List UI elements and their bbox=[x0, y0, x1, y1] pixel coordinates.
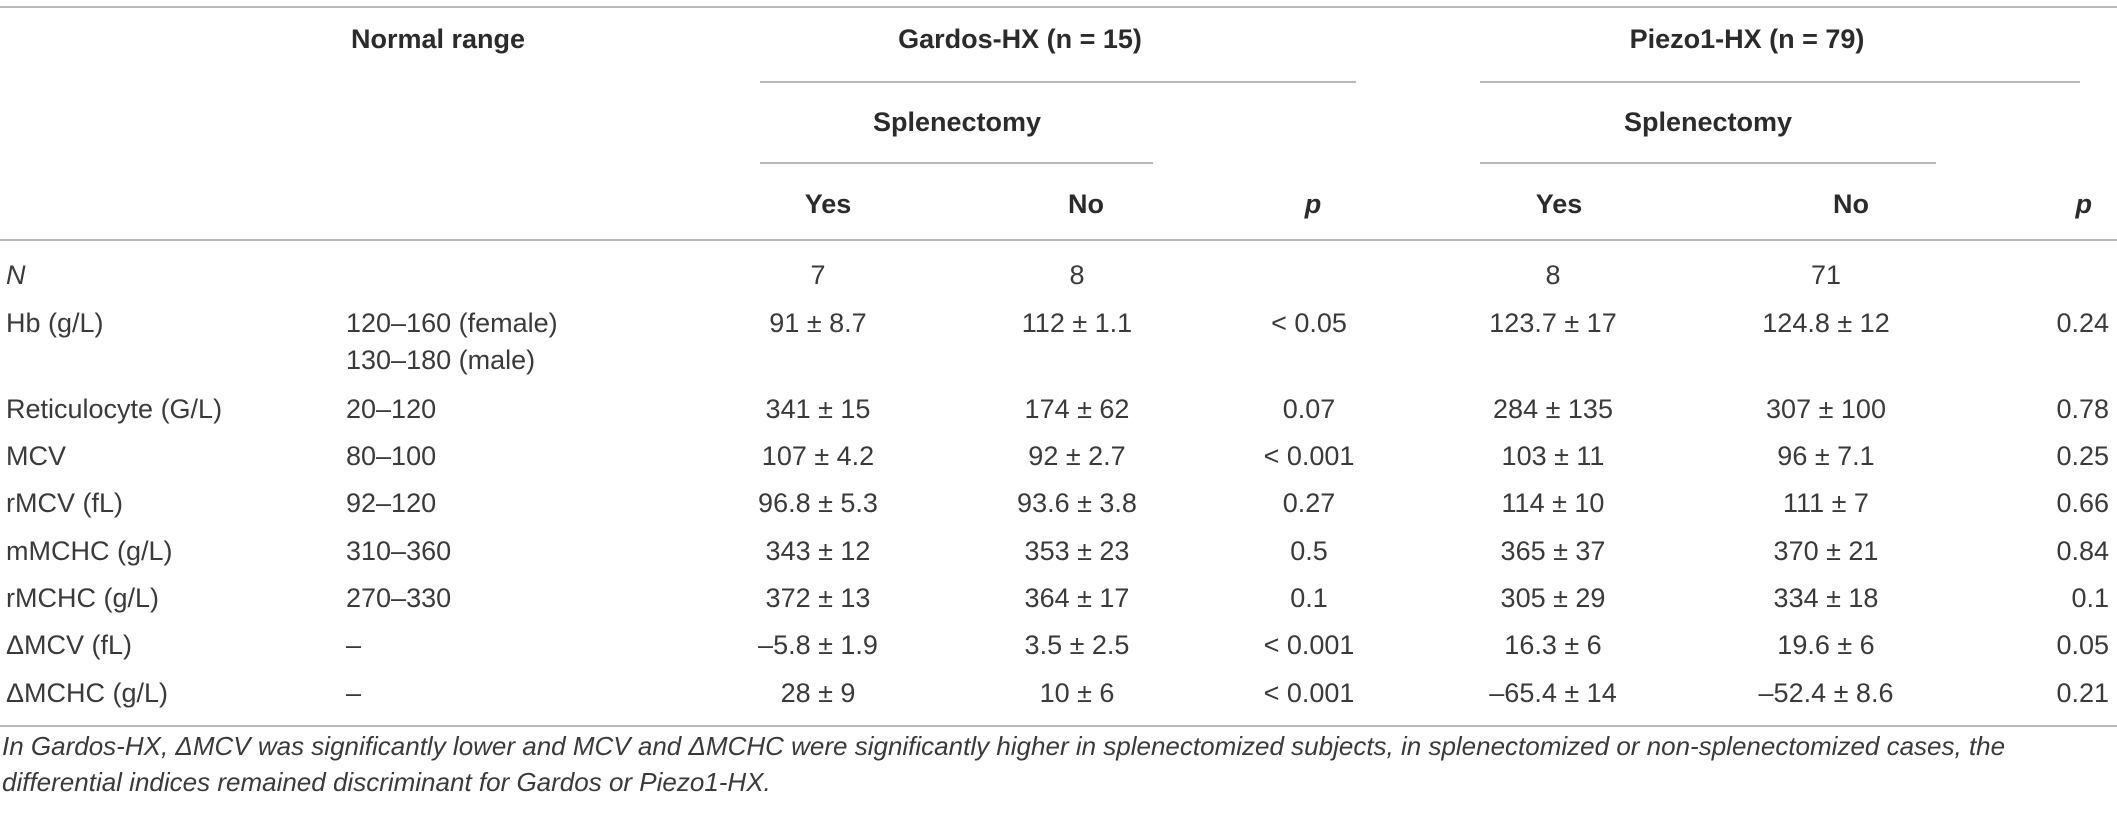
header-gardos-no: No bbox=[1068, 189, 1104, 219]
cell-gardos-p: < 0.001 bbox=[1263, 630, 1355, 660]
cell-normal-range-line2: 130–180 (male) bbox=[346, 345, 536, 375]
cell-piezo-p: 0.05 bbox=[2056, 630, 2109, 660]
cell-gardos-no: 364 ± 17 bbox=[1024, 583, 1130, 613]
header-piezo-yes: Yes bbox=[1535, 189, 1583, 219]
table-caption: In Gardos-HX, ΔMCV was significantly low… bbox=[2, 731, 2006, 797]
gardos-group-n: (n = 15) bbox=[1046, 24, 1142, 54]
gardos-group-rule bbox=[760, 81, 1356, 83]
table-bottom-rule bbox=[0, 725, 2117, 727]
cell-gardos-no: 8 bbox=[1069, 260, 1085, 290]
cell-normal-range: – bbox=[346, 678, 362, 708]
header-piezo-no: No bbox=[1833, 189, 1869, 219]
piezo-splenectomy-rule bbox=[1480, 162, 1936, 164]
cell-gardos-no: 3.5 ± 2.5 bbox=[1024, 630, 1130, 660]
cell-gardos-yes: 96.8 ± 5.3 bbox=[758, 488, 878, 518]
cell-piezo-no: 96 ± 7.1 bbox=[1777, 441, 1875, 471]
header-bottom-rule bbox=[0, 239, 2117, 241]
cell-normal-range: 92–120 bbox=[346, 488, 437, 518]
cell-piezo-p: 0.25 bbox=[2056, 441, 2109, 471]
cell-gardos-p: 0.07 bbox=[1282, 394, 1336, 424]
row-label-mmchc: mMCHC (g/L) bbox=[6, 536, 173, 566]
row-label-delta-mchc: ΔMCHC (g/L) bbox=[6, 678, 169, 708]
cell-piezo-no: 307 ± 100 bbox=[1766, 394, 1886, 424]
cell-piezo-yes: 8 bbox=[1545, 260, 1561, 290]
cell-gardos-p: 0.5 bbox=[1290, 536, 1328, 566]
header-normal-range: Normal range bbox=[350, 24, 526, 54]
row-label-reticulocyte: Reticulocyte (G/L) bbox=[6, 394, 223, 424]
cell-piezo-yes: 103 ± 11 bbox=[1501, 441, 1605, 471]
header-piezo-group: Piezo1-HX (n = 79) bbox=[1630, 22, 1865, 56]
cell-gardos-yes: 91 ± 8.7 bbox=[769, 308, 867, 338]
cell-gardos-yes: 107 ± 4.2 bbox=[761, 441, 875, 471]
cell-piezo-no: –52.4 ± 8.6 bbox=[1758, 678, 1894, 708]
row-label-hb: Hb (g/L) bbox=[6, 308, 104, 338]
cell-piezo-yes: 365 ± 37 bbox=[1500, 536, 1606, 566]
gardos-splenectomy-rule bbox=[760, 162, 1153, 164]
cell-piezo-no: 19.6 ± 6 bbox=[1777, 630, 1875, 660]
cell-gardos-p: < 0.001 bbox=[1263, 441, 1355, 471]
cell-gardos-no: 353 ± 23 bbox=[1024, 536, 1130, 566]
cell-gardos-yes: 28 ± 9 bbox=[780, 678, 856, 708]
cell-piezo-p: 0.84 bbox=[2056, 536, 2109, 566]
cell-gardos-p: 0.27 bbox=[1282, 488, 1336, 518]
cell-normal-range: 20–120 bbox=[346, 394, 437, 424]
cell-piezo-no: 71 bbox=[1810, 260, 1842, 290]
cell-gardos-no: 174 ± 62 bbox=[1024, 394, 1130, 424]
header-gardos-splenectomy: Splenectomy bbox=[872, 107, 1042, 137]
cell-normal-range: 270–330 bbox=[346, 583, 452, 613]
cell-normal-range: 120–160 (female) bbox=[346, 308, 558, 338]
cell-piezo-yes: 123.7 ± 17 bbox=[1489, 308, 1617, 338]
cell-gardos-yes: 341 ± 15 bbox=[765, 394, 871, 424]
cell-piezo-p: 0.21 bbox=[2056, 678, 2109, 708]
piezo-group-label: Piezo1-HX bbox=[1629, 24, 1762, 54]
header-gardos-p: p bbox=[1304, 189, 1322, 219]
row-label-delta-mcv: ΔMCV (fL) bbox=[6, 630, 133, 660]
cell-piezo-p: 0.78 bbox=[2056, 394, 2109, 424]
gardos-group-label: Gardos-HX bbox=[898, 24, 1040, 54]
row-label-n: N bbox=[6, 260, 26, 290]
cell-piezo-yes: 16.3 ± 6 bbox=[1504, 630, 1602, 660]
cell-piezo-p: 0.66 bbox=[2056, 488, 2109, 518]
row-label-rmchc: rMCHC (g/L) bbox=[6, 583, 159, 613]
cell-piezo-p: 0.24 bbox=[2056, 308, 2109, 338]
row-label-mcv: MCV bbox=[6, 441, 66, 471]
cell-piezo-yes: 305 ± 29 bbox=[1500, 583, 1606, 613]
cell-gardos-p: < 0.001 bbox=[1263, 678, 1355, 708]
cell-normal-range: – bbox=[346, 630, 362, 660]
cell-gardos-p: 0.1 bbox=[1290, 583, 1328, 613]
header-gardos-yes: Yes bbox=[804, 189, 852, 219]
cell-gardos-no: 93.6 ± 3.8 bbox=[1017, 488, 1137, 518]
cell-piezo-p: 0.1 bbox=[2071, 583, 2109, 613]
cell-gardos-yes: –5.8 ± 1.9 bbox=[758, 630, 878, 660]
cell-piezo-no: 370 ± 21 bbox=[1773, 536, 1879, 566]
row-label-rmcv: rMCV (fL) bbox=[6, 488, 123, 518]
header-piezo-splenectomy: Splenectomy bbox=[1623, 107, 1793, 137]
cell-gardos-yes: 372 ± 13 bbox=[765, 583, 871, 613]
cell-piezo-no: 124.8 ± 12 bbox=[1762, 308, 1890, 338]
header-piezo-p: p bbox=[2075, 189, 2093, 219]
top-rule bbox=[0, 6, 2117, 8]
cell-piezo-yes: 284 ± 135 bbox=[1493, 394, 1613, 424]
cell-gardos-no: 112 ± 1.1 bbox=[1021, 308, 1133, 338]
cell-gardos-yes: 7 bbox=[810, 260, 826, 290]
cell-piezo-yes: –65.4 ± 14 bbox=[1489, 678, 1617, 708]
cell-normal-range: 80–100 bbox=[346, 441, 437, 471]
cell-gardos-no: 92 ± 2.7 bbox=[1028, 441, 1126, 471]
header-gardos-group: Gardos-HX (n = 15) bbox=[898, 22, 1142, 56]
cell-piezo-yes: 114 ± 10 bbox=[1501, 488, 1605, 518]
cell-piezo-no: 334 ± 18 bbox=[1773, 583, 1879, 613]
cell-gardos-no: 10 ± 6 bbox=[1039, 678, 1115, 708]
piezo-group-n: (n = 79) bbox=[1769, 24, 1865, 54]
cell-piezo-no: 111 ± 7 bbox=[1783, 488, 1869, 518]
cell-normal-range: 310–360 bbox=[346, 536, 452, 566]
cell-gardos-yes: 343 ± 12 bbox=[765, 536, 871, 566]
piezo-group-rule bbox=[1480, 81, 2080, 83]
cell-gardos-p: < 0.05 bbox=[1271, 308, 1347, 338]
